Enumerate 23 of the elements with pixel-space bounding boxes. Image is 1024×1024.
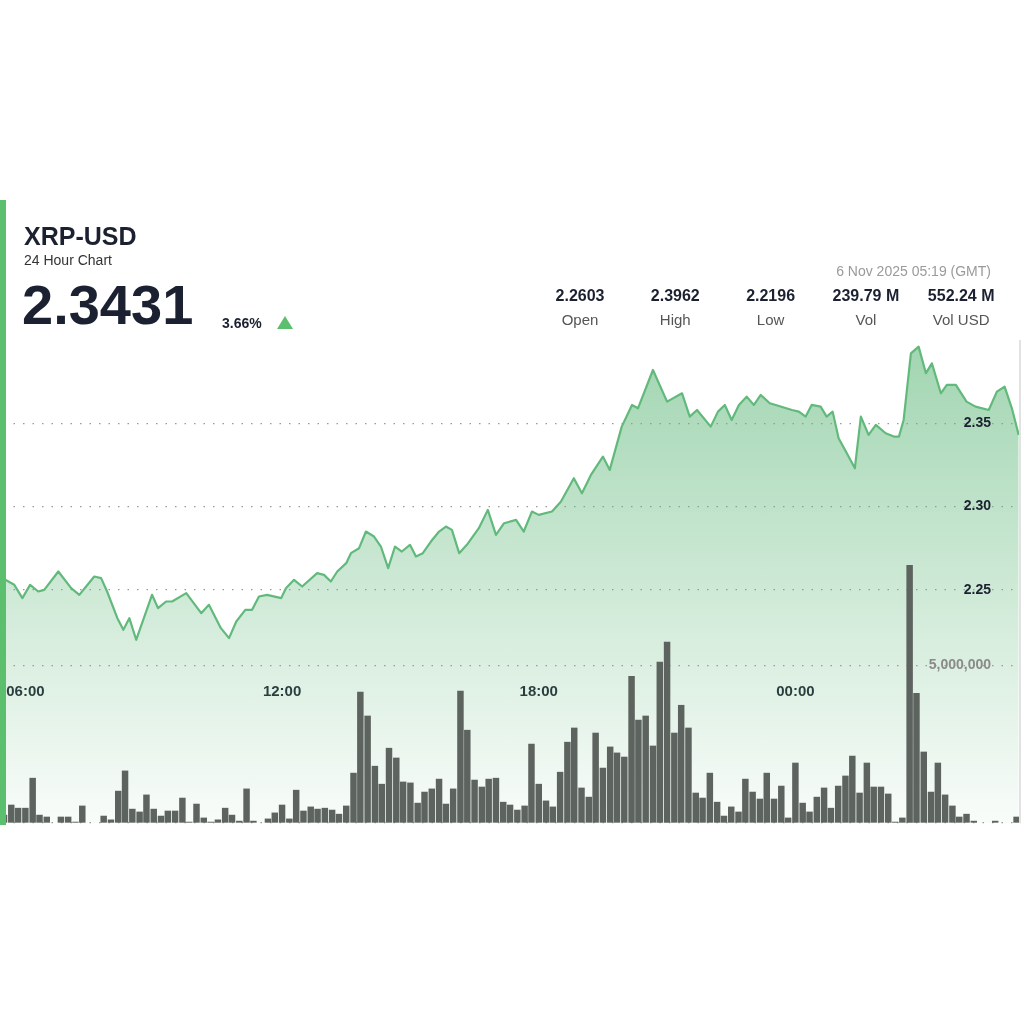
chart-title: XRP-USD bbox=[24, 222, 137, 251]
x-tick-label: 00:00 bbox=[776, 682, 815, 700]
text: Low bbox=[755, 311, 786, 328]
text: 2.3431 bbox=[22, 273, 194, 336]
text: 552.24 M bbox=[926, 287, 996, 305]
text: 239.79 M bbox=[831, 287, 901, 305]
text: 2.2603 bbox=[554, 287, 606, 305]
y-tick-label: 2.30 bbox=[963, 497, 992, 514]
x-tick-label: 12:00 bbox=[262, 682, 302, 700]
y-tick-label: 2.25 bbox=[963, 580, 992, 597]
x-tick-label: 18:00 bbox=[519, 682, 558, 700]
text: 2.2196 bbox=[745, 287, 797, 305]
text: High bbox=[658, 311, 692, 328]
text: 6 Nov 2025 05:19 (GMT) bbox=[836, 263, 991, 279]
y-tick-label: 2.35 bbox=[963, 414, 992, 431]
text: Open bbox=[560, 311, 600, 328]
text: 2.3962 bbox=[649, 287, 701, 305]
chart-subtitle: 24 Hour Chart bbox=[24, 252, 112, 268]
text: 3.66% bbox=[222, 315, 262, 331]
text: Vol bbox=[854, 311, 878, 328]
text: Vol USD bbox=[931, 311, 991, 328]
x-tick-label: 06:00 bbox=[6, 682, 45, 700]
y2-tick-label: 5,000,000 bbox=[928, 656, 992, 673]
